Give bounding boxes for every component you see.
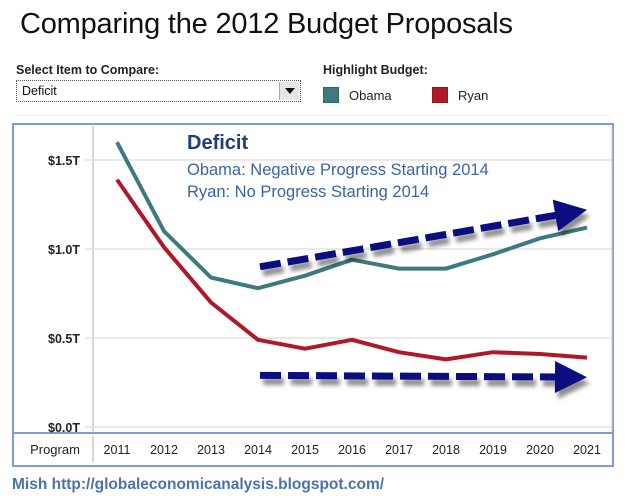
arrow-head bbox=[554, 361, 587, 393]
select-item-label: Select Item to Compare: bbox=[16, 63, 160, 77]
legend-label-ryan: Ryan bbox=[458, 87, 489, 103]
trend-arrow-obama bbox=[259, 199, 587, 271]
y-tick-label: $1.0T bbox=[48, 243, 80, 257]
x-tick-label: 2013 bbox=[197, 443, 225, 457]
chevron-down-icon[interactable] bbox=[279, 82, 299, 100]
series-line-ryan bbox=[115, 178, 588, 362]
y-tick-label: $1.5T bbox=[48, 154, 80, 168]
x-axis-title: Program bbox=[30, 442, 80, 457]
x-tick-label: 2016 bbox=[338, 443, 366, 457]
footer-credit: Mish http://globaleconomicanalysis.blogs… bbox=[12, 476, 385, 493]
annotation-line-obama: Obama: Negative Progress Starting 2014 bbox=[187, 161, 489, 179]
x-tick-label: 2020 bbox=[526, 443, 554, 457]
divider bbox=[18, 115, 611, 116]
page-title: Comparing the 2012 Budget Proposals bbox=[20, 8, 513, 40]
x-tick-label: 2012 bbox=[150, 443, 178, 457]
y-tick-label: $0.5T bbox=[48, 332, 80, 346]
y-tick-label: $0.0T bbox=[48, 421, 80, 435]
highlight-budget-label: Highlight Budget: bbox=[323, 63, 428, 77]
x-tick-label: 2018 bbox=[432, 443, 460, 457]
annotation-heading: Deficit bbox=[187, 132, 248, 154]
annotation-line-ryan: Ryan: No Progress Starting 2014 bbox=[187, 183, 429, 201]
x-axis-row bbox=[12, 432, 614, 467]
ryan-swatch bbox=[432, 87, 448, 103]
trend-arrow-ryan bbox=[259, 361, 587, 393]
compare-item-select[interactable]: Deficit bbox=[16, 80, 301, 102]
series-line-obama bbox=[115, 141, 588, 291]
select-value: Deficit bbox=[22, 84, 57, 98]
x-tick-label: 2015 bbox=[291, 443, 319, 457]
arrow-shaft bbox=[259, 371, 558, 381]
x-tick-label: 2014 bbox=[244, 443, 272, 457]
x-tick-label: 2021 bbox=[573, 443, 601, 457]
legend-label-obama: Obama bbox=[349, 87, 392, 103]
legend-item-ryan[interactable]: Ryan bbox=[432, 86, 488, 104]
arrow-head bbox=[552, 199, 587, 232]
x-tick-label: 2017 bbox=[385, 443, 413, 457]
chart-frame bbox=[12, 123, 614, 467]
x-tick-label: 2011 bbox=[104, 443, 131, 457]
arrow-shaft bbox=[259, 211, 559, 271]
obama-swatch bbox=[323, 87, 339, 103]
x-tick-label: 2019 bbox=[479, 443, 507, 457]
legend-item-obama[interactable]: Obama bbox=[323, 86, 392, 104]
